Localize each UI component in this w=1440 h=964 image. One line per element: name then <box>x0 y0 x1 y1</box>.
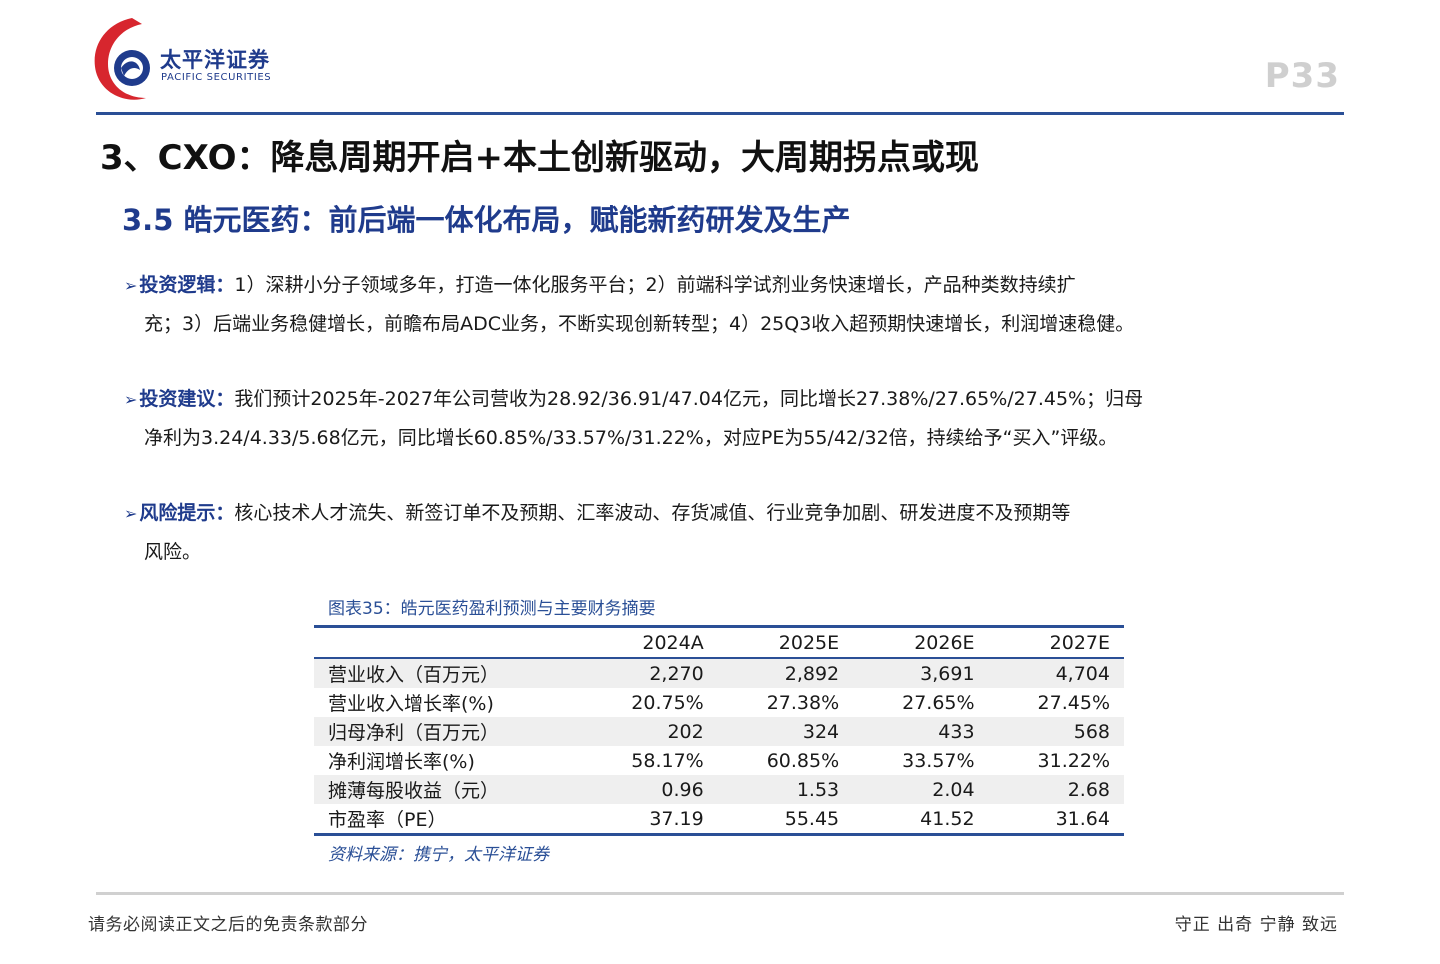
footer-motto: 守正 出奇 宁静 致远 <box>1174 915 1338 935</box>
table-cell: 0.96 <box>582 775 718 804</box>
risk-warning-paragraph: ➢ 风险提示：核心技术人才流失、新签订单不及预期、汇率波动、存货减值、行业竞争加剧… <box>124 494 1344 571</box>
table-cell: 2,270 <box>582 658 718 688</box>
table-cell: 33.57% <box>902 749 975 772</box>
row-label: 摊薄每股收益（元） <box>314 775 583 804</box>
table-header-row: 2024A 2025E 2026E 2027E <box>314 625 1124 659</box>
table-cell: 58.17% <box>631 749 704 772</box>
footer-disclaimer: 请务必阅读正文之后的免责条款部分 <box>88 915 368 935</box>
table-cell: 2.04 <box>853 775 989 804</box>
table-cell: 37.19 <box>582 804 718 836</box>
row-label: 营业收入（百万元） <box>314 658 583 688</box>
table-row: 摊薄每股收益（元） 0.96 1.53 2.04 2.68 <box>314 775 1124 804</box>
table-cell: 568 <box>988 717 1124 746</box>
table-row: 净利润增长率(%) 58.17% 60.85% 33.57% 31.22% <box>314 746 1124 775</box>
company-logo: 太平洋证券 PACIFIC SECURITIES <box>88 14 308 106</box>
paragraph-text: 充；3）后端业务稳健增长，前瞻布局ADC业务，不断实现创新转型；4）25Q3收入… <box>144 313 1135 335</box>
table-cell: 60.85% <box>766 749 840 772</box>
column-header <box>314 625 583 659</box>
row-label: 归母净利（百万元） <box>314 717 583 746</box>
table-cell: 2,892 <box>717 658 854 688</box>
table-cell: 31.64 <box>988 804 1124 836</box>
table-cell: 1.53 <box>717 775 854 804</box>
table-row: 营业收入增长率(%) 20.75% 27.38% 27.65% 27.45% <box>314 688 1124 717</box>
table-cell: 55.45 <box>717 804 854 836</box>
subsection-heading: 3.5 皓元医药：前后端一体化布局，赋能新药研发及生产 <box>122 203 851 237</box>
paragraph-text: 我们预计2025年-2027年公司营收为28.92/36.91/47.04亿元，… <box>234 388 1144 410</box>
table-row: 归母净利（百万元） 202 324 433 568 <box>314 717 1124 746</box>
arrow-bullet-icon: ➢ <box>124 276 138 295</box>
paragraph-label: 投资建议： <box>139 388 235 410</box>
paragraph-text: 风险。 <box>144 541 202 563</box>
pacific-securities-logo-icon <box>94 18 150 100</box>
table-cell: 433 <box>853 717 989 746</box>
table-cell: 27.45% <box>1037 691 1110 714</box>
paragraph-text: 核心技术人才流失、新签订单不及预期、汇率波动、存货减值、行业竞争加剧、研发进度不… <box>234 502 1071 524</box>
table-cell: 20.75% <box>631 691 704 714</box>
row-label: 营业收入增长率(%) <box>328 693 494 715</box>
table-cell: 324 <box>717 717 854 746</box>
table-cell: 202 <box>582 717 718 746</box>
column-header: 2027E <box>988 625 1124 659</box>
table-cell: 3,691 <box>853 658 989 688</box>
row-label: 市盈率（PE） <box>314 804 583 836</box>
brand-name-cn: 太平洋证券 <box>160 48 270 72</box>
table-cell: 31.22% <box>1037 749 1110 772</box>
paragraph-text: 1）深耕小分子领域多年，打造一体化服务平台；2）前端科学试剂业务快速增长，产品种… <box>234 274 1076 296</box>
footer-divider <box>96 892 1344 895</box>
table-row: 市盈率（PE） 37.19 55.45 41.52 31.64 <box>314 804 1124 836</box>
table-source: 资料来源：携宁，太平洋证券 <box>328 845 549 865</box>
investment-logic-paragraph: ➢ 投资逻辑：1）深耕小分子领域多年，打造一体化服务平台；2）前端科学试剂业务快速… <box>124 266 1344 343</box>
arrow-bullet-icon: ➢ <box>124 390 138 409</box>
table-cell: 41.52 <box>853 804 989 836</box>
row-label: 净利润增长率(%) <box>328 751 475 773</box>
table-cell: 27.65% <box>902 691 975 714</box>
brand-name-en: PACIFIC SECURITIES <box>161 72 272 83</box>
column-header: 2026E <box>853 625 989 659</box>
investment-advice-paragraph: ➢ 投资建议：我们预计2025年-2027年公司营收为28.92/36.91/47… <box>124 380 1344 457</box>
table-title: 图表35：皓元医药盈利预测与主要财务摘要 <box>328 599 656 619</box>
table-cell: 2.68 <box>988 775 1124 804</box>
table-cell: 4,704 <box>988 658 1124 688</box>
paragraph-text: 净利为3.24/4.33/5.68亿元，同比增长60.85%/33.57%/31… <box>144 427 1118 449</box>
financial-forecast-table: 2024A 2025E 2026E 2027E 营业收入（百万元） 2,270 … <box>314 625 1124 836</box>
section-heading: 3、CXO：降息周期开启+本土创新驱动，大周期拐点或现 <box>100 138 980 178</box>
arrow-bullet-icon: ➢ <box>124 504 138 523</box>
paragraph-label: 投资逻辑： <box>139 274 235 296</box>
header-divider <box>96 112 1344 115</box>
page-number: P33 <box>1264 56 1340 96</box>
table-row: 营业收入（百万元） 2,270 2,892 3,691 4,704 <box>314 658 1124 688</box>
column-header: 2024A <box>582 625 718 659</box>
column-header: 2025E <box>717 625 854 659</box>
paragraph-label: 风险提示： <box>139 502 235 524</box>
table-cell: 27.38% <box>766 691 840 714</box>
